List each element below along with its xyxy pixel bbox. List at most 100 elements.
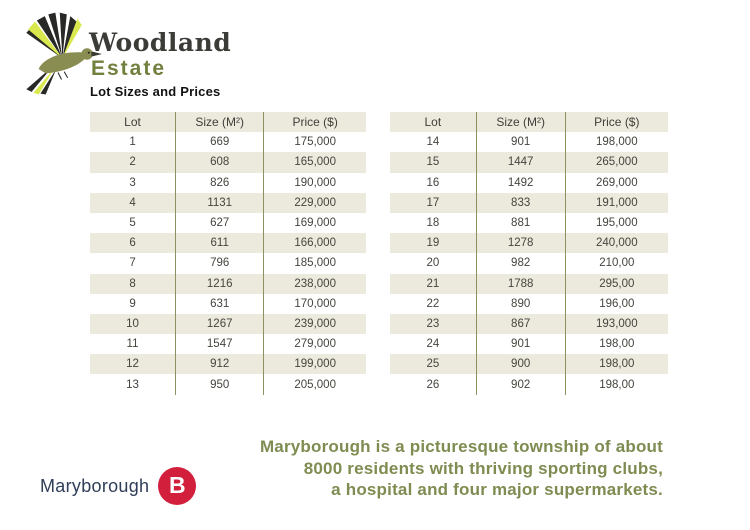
- table-row: 25 900 198,00: [390, 354, 668, 375]
- table-row: 1 669 175,000: [90, 132, 366, 153]
- lot-cell: 20: [390, 253, 477, 274]
- brand-name-bottom: Estate: [91, 57, 167, 80]
- description-line: Maryborough is a picturesque township of…: [259, 437, 663, 456]
- table-row: 22 890 196,00: [390, 293, 668, 314]
- size-cell: 611: [175, 233, 265, 254]
- size-cell: 1278: [476, 233, 566, 254]
- table-row: 5 627 169,000: [90, 212, 366, 234]
- table-row: 17 833 191,000: [390, 192, 668, 213]
- lot-cell: 10: [90, 313, 177, 335]
- size-cell: 901: [476, 132, 566, 153]
- size-cell: 950: [175, 374, 265, 395]
- lot-cell: 16: [390, 172, 477, 193]
- column-header-lot: Lot: [90, 112, 177, 133]
- price-cell: 196,00: [599, 297, 635, 310]
- size-cell: 627: [175, 212, 265, 234]
- size-cell: 833: [476, 192, 566, 213]
- column-header-size: Size (M²): [175, 112, 265, 133]
- table-row: 12 912 199,000: [90, 354, 366, 375]
- column-header-size: Size (M²): [476, 112, 566, 133]
- size-cell: 1447: [476, 152, 566, 173]
- maryborough-logo-text: Maryborough: [40, 475, 150, 496]
- size-cell: 902: [476, 374, 566, 395]
- table-row: 21 1788 295,00: [390, 273, 668, 294]
- price-cell: 175,000: [294, 136, 336, 149]
- size-cell: 881: [476, 212, 566, 234]
- maryborough-logo: Maryborough B: [40, 466, 197, 506]
- lot-cell: 9: [90, 293, 177, 314]
- bird-logo-icon: [14, 10, 102, 103]
- page-title: Lot Sizes and Prices: [90, 84, 221, 99]
- table-row: 18 881 195,000: [390, 212, 668, 234]
- price-cell: 205,000: [294, 378, 336, 391]
- lot-cell: 7: [90, 253, 177, 274]
- price-cell: 193,000: [596, 317, 638, 330]
- lot-cell: 17: [390, 192, 477, 213]
- lot-cell: 18: [390, 212, 477, 234]
- price-cell: 229,000: [294, 196, 336, 209]
- price-cell: 198,00: [599, 338, 635, 351]
- lot-cell: 14: [390, 132, 477, 153]
- lot-cell: 12: [90, 354, 177, 375]
- price-cell: 165,000: [294, 156, 336, 169]
- size-cell: 1131: [175, 192, 265, 213]
- lot-cell: 5: [90, 212, 177, 234]
- lot-cell: 1: [90, 132, 177, 153]
- table-header-row: Lot Size (M²) Price ($): [90, 112, 366, 133]
- lot-cell: 22: [390, 293, 477, 314]
- price-cell: 198,00: [599, 378, 635, 391]
- price-cell: 279,000: [294, 338, 336, 351]
- price-cell: 295,00: [599, 277, 635, 290]
- lot-cell: 11: [90, 334, 177, 355]
- table-row: 6 611 166,000: [90, 233, 366, 254]
- price-cell: 195,000: [596, 217, 638, 230]
- price-cell: 190,000: [294, 176, 336, 189]
- lot-cell: 15: [390, 152, 477, 173]
- column-header-price: Price ($): [263, 112, 366, 133]
- column-header-price: Price ($): [565, 112, 668, 133]
- lot-cell: 6: [90, 233, 177, 254]
- lot-cell: 8: [90, 273, 177, 294]
- price-cell: 199,000: [294, 358, 336, 371]
- price-cell: 198,000: [596, 136, 638, 149]
- size-cell: 1547: [175, 334, 265, 355]
- size-cell: 867: [476, 313, 566, 335]
- size-cell: 608: [175, 152, 265, 173]
- price-cell: 210,00: [599, 257, 635, 270]
- lot-cell: 2: [90, 152, 177, 173]
- lot-cell: 25: [390, 354, 477, 375]
- size-cell: 669: [175, 132, 265, 153]
- size-cell: 1788: [476, 273, 566, 294]
- lot-table-left: Lot Size (M²) Price ($) 1 669 175,000 2 608 1…: [90, 112, 366, 395]
- table-row: 26 902 198,00: [390, 374, 668, 395]
- table-row: 16 1492 269,000: [390, 172, 668, 193]
- table-row: 3 826 190,000: [90, 172, 366, 193]
- lot-cell: 4: [90, 192, 177, 213]
- lot-cell: 23: [390, 313, 477, 335]
- table-row: 4 1131 229,000: [90, 192, 366, 213]
- lot-cell: 21: [390, 273, 477, 294]
- table-row: 13 950 205,000: [90, 374, 366, 395]
- table-row: 19 1278 240,000: [390, 233, 668, 254]
- price-cell: 269,000: [596, 176, 638, 189]
- price-cell: 169,000: [294, 217, 336, 230]
- price-cell: 170,000: [294, 297, 336, 310]
- description-line: a hospital and four major supermarkets.: [331, 480, 663, 499]
- size-cell: 1216: [175, 273, 265, 294]
- table-header-row: Lot Size (M²) Price ($): [390, 112, 668, 133]
- price-cell: 265,000: [596, 156, 638, 169]
- table-row: 24 901 198,00: [390, 334, 668, 355]
- price-cell: 238,000: [294, 277, 336, 290]
- price-cell: 198,00: [599, 358, 635, 371]
- table-row: 23 867 193,000: [390, 313, 668, 335]
- table-row: 10 1267 239,000: [90, 313, 366, 335]
- maryborough-b-badge-icon: B: [158, 467, 197, 505]
- lot-table-right: Lot Size (M²) Price ($) 14 901 198,000 15 14…: [390, 112, 668, 395]
- price-cell: 166,000: [294, 237, 336, 250]
- description-line: 8000 residents with thriving sporting cl…: [303, 458, 663, 478]
- size-cell: 1492: [476, 172, 566, 193]
- price-cell: 191,000: [596, 196, 638, 209]
- township-description: Maryborough is a picturesque township of…: [260, 436, 663, 501]
- lot-cell: 19: [390, 233, 477, 254]
- size-cell: 631: [175, 293, 265, 314]
